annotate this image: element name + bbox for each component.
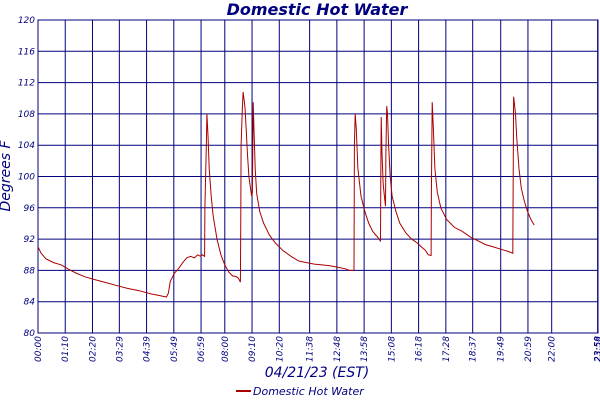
x-tick-label: 05:49 — [170, 336, 180, 362]
x-tick-label: 00:00 — [34, 336, 44, 362]
x-tick-label: 04:39 — [143, 336, 153, 362]
chart-title: Domestic Hot Water — [227, 0, 409, 19]
y-tick-label: 88 — [24, 266, 36, 276]
y-tick-labels: 80 84 88 92 96 100 104 108 112 116 120 — [18, 16, 35, 339]
y-tick-label: 100 — [18, 173, 35, 183]
legend: Domestic Hot Water — [236, 385, 365, 398]
x-tick-label: 03:29 — [115, 336, 125, 362]
x-tick-label: 15:08 — [387, 336, 397, 362]
y-tick-label: 120 — [18, 16, 35, 26]
x-tick-label: 11:38 — [306, 336, 316, 362]
x-tick-label: 01:10 — [61, 336, 71, 362]
x-tick-label: 23:58 — [594, 336, 600, 362]
x-tick-label: 12:48 — [333, 336, 343, 362]
x-tick-label: 17:28 — [442, 336, 452, 362]
y-tick-label: 92 — [24, 235, 36, 245]
y-tick-label: 116 — [18, 47, 35, 57]
x-tick-label: 13:58 — [360, 336, 370, 362]
x-tick-label: 02:20 — [88, 336, 98, 362]
x-tick-label: 10:20 — [275, 336, 285, 362]
x-tick-label: 19:49 — [497, 336, 507, 362]
x-axis-title: 04/21/23 (EST) — [265, 365, 370, 381]
x-tick-label: 22:00 — [548, 336, 558, 362]
x-tick-label: 23:59 — [594, 336, 600, 362]
y-tick-label: 108 — [18, 110, 35, 120]
plot-frame — [37, 19, 599, 334]
y-axis-title: Degrees F — [0, 140, 14, 212]
x-tick-label: 06:59 — [197, 336, 207, 362]
x-tick-label: 18:37 — [469, 336, 479, 362]
y-tick-label: 96 — [24, 204, 36, 214]
y-tick-label: 104 — [18, 141, 35, 151]
grid-lines — [37, 19, 599, 334]
legend-label: Domestic Hot Water — [253, 385, 365, 398]
x-tick-label: 16:18 — [415, 336, 425, 362]
y-tick-label: 84 — [24, 298, 36, 308]
x-tick-label: 08:00 — [221, 336, 231, 362]
series-line-domestic-hot-water — [37, 91, 535, 298]
x-tick-labels: 00:00 01:10 02:20 03:29 04:39 05:49 06:59 08:00… — [34, 336, 600, 362]
y-tick-label: 112 — [18, 79, 35, 89]
x-tick-label: 20:59 — [524, 336, 534, 362]
y-tick-label: 80 — [24, 329, 36, 339]
x-tick-label: 09:10 — [248, 336, 258, 362]
